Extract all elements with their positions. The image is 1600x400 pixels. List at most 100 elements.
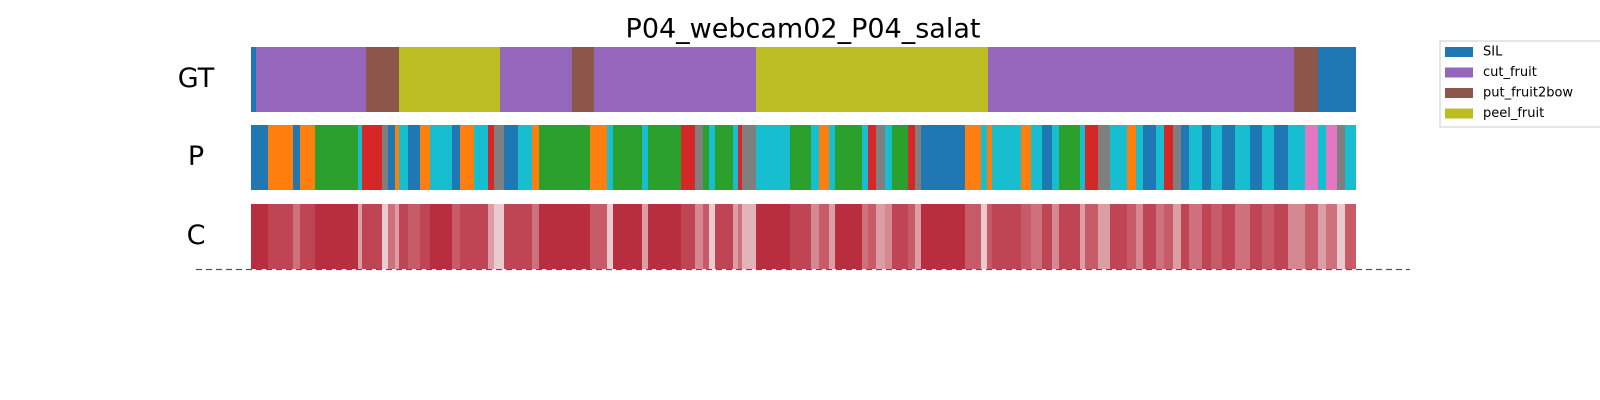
segment [1042, 204, 1052, 269]
segment [681, 125, 695, 190]
segment [876, 125, 885, 190]
segment [1156, 204, 1164, 269]
segment [965, 125, 981, 190]
segment [835, 204, 862, 269]
segment [452, 204, 460, 269]
segment [1181, 125, 1189, 190]
segment [1127, 125, 1136, 190]
segment [362, 204, 382, 269]
segment [1110, 125, 1127, 190]
segment [460, 125, 474, 190]
segment [382, 204, 388, 269]
segment [738, 204, 742, 269]
segment [1305, 125, 1318, 190]
segment [474, 125, 488, 190]
segment [1288, 125, 1305, 190]
segment [1250, 204, 1262, 269]
segment [430, 125, 452, 190]
segment [1274, 125, 1288, 190]
segment [908, 125, 915, 190]
segment [1173, 204, 1181, 269]
segment [532, 125, 539, 190]
segment [695, 204, 703, 269]
segment [590, 125, 607, 190]
segment [1318, 47, 1356, 112]
segment [251, 47, 256, 112]
segment [1288, 204, 1305, 269]
segment [965, 204, 981, 269]
segment [829, 204, 835, 269]
segment [921, 125, 965, 190]
segment [1098, 125, 1110, 190]
segment [613, 125, 642, 190]
segment [1052, 125, 1059, 190]
segment [981, 125, 987, 190]
legend-label: put_fruit2bow [1483, 86, 1573, 101]
segment [1136, 204, 1143, 269]
row-label: C [187, 220, 206, 251]
segment [642, 125, 648, 190]
segment [681, 204, 695, 269]
chart-title: P04_webcam02_P04_salat [626, 14, 981, 45]
segment [709, 125, 715, 190]
segment [908, 204, 915, 269]
segment [1318, 125, 1326, 190]
segment [315, 204, 358, 269]
segment [885, 204, 892, 269]
segment [715, 204, 733, 269]
segment [981, 204, 987, 269]
segment [430, 204, 452, 269]
legend-patch [1445, 67, 1473, 78]
segment [987, 125, 992, 190]
segment [715, 125, 733, 190]
segment [1211, 125, 1222, 190]
segment [607, 204, 613, 269]
segment [811, 125, 819, 190]
segment [1294, 47, 1318, 112]
segment [1031, 204, 1042, 269]
segment [695, 125, 703, 190]
segment [539, 125, 590, 190]
segment [819, 204, 829, 269]
segment [733, 125, 738, 190]
segment [460, 204, 474, 269]
segment [648, 125, 681, 190]
segment [790, 125, 811, 190]
legend-label: SIL [1483, 45, 1503, 60]
segment [703, 204, 709, 269]
segment [452, 125, 460, 190]
segment [1235, 125, 1250, 190]
segment [1098, 204, 1110, 269]
segment [1059, 204, 1080, 269]
segment [251, 204, 268, 269]
segment [1085, 125, 1098, 190]
segment [362, 125, 382, 190]
segment [504, 204, 518, 269]
segment [607, 125, 613, 190]
segment [293, 125, 300, 190]
segment [992, 204, 1021, 269]
segment [921, 204, 965, 269]
segment [1211, 204, 1222, 269]
segment [829, 125, 835, 190]
legend-patch [1445, 108, 1473, 119]
segment [388, 204, 395, 269]
segment [518, 125, 532, 190]
segment [756, 47, 988, 112]
segment [420, 204, 430, 269]
segment [382, 125, 388, 190]
segment [733, 204, 738, 269]
segment [494, 125, 504, 190]
segment [1110, 204, 1127, 269]
segment [642, 204, 648, 269]
legend-patch [1445, 88, 1473, 98]
segment [474, 204, 488, 269]
segment [709, 204, 715, 269]
segment [494, 204, 504, 269]
segment [594, 47, 756, 112]
segment [1042, 125, 1052, 190]
segment [300, 125, 315, 190]
segment [1326, 125, 1337, 190]
segment [1059, 125, 1080, 190]
